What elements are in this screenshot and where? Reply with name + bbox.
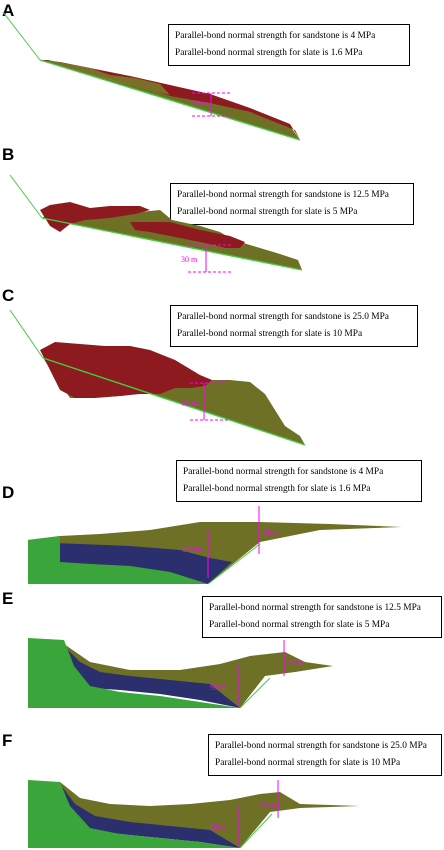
slope-diagram-c: 46 m bbox=[9, 309, 306, 446]
bedrock-outline-f bbox=[239, 813, 273, 849]
sandstone-layer-e bbox=[28, 640, 333, 708]
measure-label-d1: 119 m bbox=[182, 545, 203, 554]
caption-sandstone-b: Parallel-bond normal strength for sandst… bbox=[177, 190, 389, 200]
caption-sandstone-a: Parallel-bond normal strength for sandst… bbox=[175, 31, 376, 41]
bedrock-layer-d bbox=[28, 536, 208, 584]
panel-letter-f: F bbox=[2, 731, 13, 750]
caption-sandstone-d: Parallel-bond normal strength for sandst… bbox=[183, 467, 384, 477]
valley-diagram-d: 119 m 38 m bbox=[28, 506, 402, 585]
caption-slate-d: Parallel-bond normal strength for slate … bbox=[183, 484, 371, 494]
valley-diagram-e: 95 m 35 m bbox=[28, 638, 333, 709]
caption-sandstone-c: Parallel-bond normal strength for sandst… bbox=[177, 312, 389, 322]
panel-letter-d: D bbox=[2, 483, 15, 502]
slate-layer-d bbox=[30, 542, 232, 584]
caption-slate-e: Parallel-bond normal strength for slate … bbox=[209, 620, 390, 630]
bedrock-layer-f bbox=[28, 780, 240, 848]
measure-label-c: 46 m bbox=[181, 399, 198, 408]
caption-box-f: Parallel-bond normal strength for sandst… bbox=[208, 734, 442, 776]
caption-box-d: Parallel-bond normal strength for sandst… bbox=[176, 460, 422, 502]
panel-letter-b: B bbox=[2, 145, 15, 164]
bedrock-outline-e bbox=[239, 677, 271, 709]
measure-label-b: 30 m bbox=[181, 255, 198, 264]
caption-slate-b: Parallel-bond normal strength for slate … bbox=[177, 207, 358, 217]
caption-slate-f: Parallel-bond normal strength for slate … bbox=[215, 758, 401, 768]
panel-letter-e: E bbox=[2, 589, 14, 608]
slope-diagram-a: 28 m bbox=[2, 11, 301, 141]
measure-label-f2: 26 m bbox=[259, 801, 276, 810]
slate-layer-b bbox=[40, 202, 150, 232]
sandstone-layer-f bbox=[28, 782, 360, 848]
sandstone-patch-a bbox=[48, 60, 170, 95]
measure-label-a: 28 m bbox=[192, 99, 209, 108]
caption-box-c: Parallel-bond normal strength for sandst… bbox=[170, 305, 418, 347]
bedrock-outline-d bbox=[207, 543, 261, 585]
measure-label-e1: 95 m bbox=[210, 683, 227, 692]
base-line-c bbox=[42, 357, 306, 446]
caption-slate-a: Parallel-bond normal strength for slate … bbox=[175, 48, 363, 58]
bedrock-layer-e bbox=[28, 638, 240, 708]
slope-outline-c bbox=[9, 309, 44, 359]
caption-sandstone-f: Parallel-bond normal strength for sandst… bbox=[215, 741, 427, 751]
caption-box-a: Parallel-bond normal strength for sandst… bbox=[168, 24, 410, 66]
caption-slate-c: Parallel-bond normal strength for slate … bbox=[177, 329, 363, 339]
base-line-a bbox=[39, 59, 301, 141]
measure-label-e2: 35 m bbox=[288, 659, 305, 668]
slope-outline-a bbox=[2, 11, 41, 61]
slope-outline-b bbox=[9, 174, 43, 219]
slate-layer-c bbox=[40, 342, 212, 398]
slate-layer-e bbox=[64, 646, 240, 708]
panel-letter-c: C bbox=[2, 286, 15, 305]
caption-box-e: Parallel-bond normal strength for sandst… bbox=[202, 596, 442, 638]
caption-box-b: Parallel-bond normal strength for sandst… bbox=[170, 183, 414, 225]
measure-label-f1: 92 m bbox=[212, 822, 229, 831]
slate-lower-b bbox=[130, 222, 245, 248]
measure-label-d2: 38 m bbox=[264, 528, 281, 537]
slope-diagram-b: 30 m bbox=[9, 174, 303, 273]
valley-diagram-f: 92 m 26 m bbox=[28, 780, 360, 849]
caption-sandstone-e: Parallel-bond normal strength for sandst… bbox=[209, 603, 421, 613]
base-line-b bbox=[41, 217, 303, 271]
